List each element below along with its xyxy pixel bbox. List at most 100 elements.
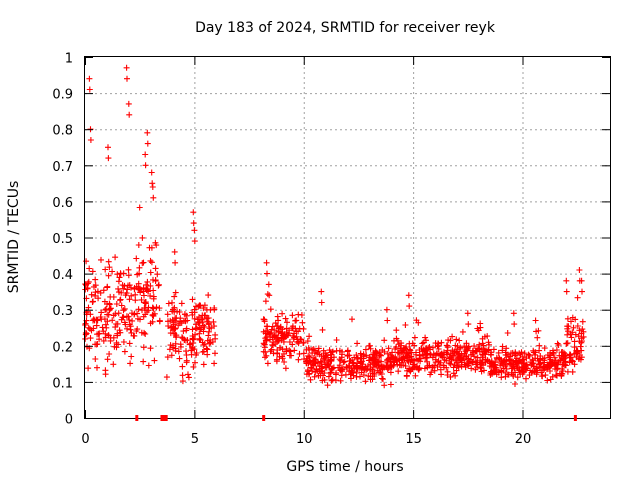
- data-point: [163, 374, 170, 381]
- data-point: [282, 365, 289, 372]
- data-point: [138, 296, 145, 303]
- data-point: [191, 238, 198, 245]
- data-point: [264, 270, 270, 277]
- axis-marker: [160, 415, 168, 421]
- data-point: [268, 326, 275, 333]
- data-point: [464, 310, 471, 317]
- data-point: [263, 352, 270, 359]
- data-point: [579, 318, 586, 325]
- data-point: [144, 140, 151, 147]
- data-point: [165, 323, 172, 329]
- data-point: [421, 365, 428, 372]
- data-point: [179, 363, 186, 370]
- data-point: [392, 345, 399, 352]
- data-point: [86, 265, 93, 272]
- data-point: [482, 351, 489, 358]
- data-point: [150, 312, 157, 319]
- data-point: [438, 339, 445, 346]
- data-point: [349, 316, 355, 323]
- data-point: [333, 337, 340, 343]
- data-point: [112, 324, 119, 331]
- data-point: [387, 381, 394, 388]
- data-point: [303, 358, 310, 365]
- data-point: [526, 372, 533, 379]
- data-point: [129, 317, 136, 324]
- data-point: [531, 368, 538, 375]
- data-point: [147, 269, 154, 276]
- data-point: [293, 328, 300, 335]
- data-point: [353, 365, 360, 371]
- data-point: [328, 377, 335, 384]
- data-point: [89, 268, 96, 275]
- data-point: [289, 323, 296, 330]
- data-point: [134, 310, 141, 317]
- data-point: [115, 285, 122, 292]
- data-point: [205, 292, 212, 299]
- x-axis-label: GPS time / hours: [286, 459, 403, 475]
- data-point: [554, 365, 561, 372]
- data-point: [126, 111, 133, 118]
- data-point: [523, 375, 529, 382]
- data-point: [316, 351, 323, 358]
- data-point: [145, 362, 152, 369]
- data-point: [372, 350, 378, 356]
- data-point: [509, 365, 516, 372]
- data-point: [113, 321, 120, 327]
- data-point: [124, 286, 131, 293]
- data-point: [437, 351, 444, 358]
- data-point: [102, 321, 109, 328]
- data-point: [363, 352, 370, 359]
- data-point: [546, 354, 553, 361]
- data-point: [468, 365, 475, 372]
- data-point: [175, 348, 182, 355]
- data-point: [409, 340, 416, 347]
- data-point: [533, 328, 540, 335]
- data-point: [185, 374, 192, 381]
- data-point: [260, 328, 267, 335]
- data-point: [107, 305, 114, 312]
- data-point: [452, 357, 459, 364]
- data-point: [381, 337, 388, 344]
- data-point: [205, 332, 212, 339]
- data-point: [149, 184, 156, 190]
- data-point: [212, 350, 218, 357]
- data-point: [88, 291, 95, 298]
- data-point: [117, 296, 124, 303]
- data-point: [137, 289, 144, 296]
- data-point: [196, 335, 203, 342]
- data-point: [457, 344, 464, 351]
- data-point: [557, 357, 564, 364]
- axis-marker: [135, 415, 139, 421]
- data-point: [574, 323, 581, 329]
- data-point: [576, 267, 583, 273]
- data-point: [508, 350, 514, 357]
- data-point: [273, 356, 280, 363]
- data-point: [147, 257, 154, 264]
- data-point: [189, 296, 196, 303]
- data-point: [98, 309, 105, 316]
- data-point: [123, 313, 130, 320]
- data-point: [547, 368, 553, 374]
- data-point: [179, 372, 186, 379]
- data-point: [263, 259, 270, 266]
- data-point: [102, 371, 109, 378]
- data-point: [485, 339, 492, 346]
- data-point: [124, 75, 130, 82]
- data-point: [207, 336, 214, 343]
- data-point: [120, 270, 127, 277]
- data-point: [183, 352, 190, 358]
- data-point: [419, 351, 426, 358]
- data-point: [206, 340, 213, 347]
- data-point: [330, 364, 337, 371]
- data-point: [499, 343, 506, 350]
- y-axis-label: SRMTID / TECUs: [6, 181, 22, 294]
- data-point: [102, 266, 109, 273]
- axis-markers: [135, 415, 577, 421]
- data-point: [113, 301, 120, 307]
- data-point: [419, 340, 426, 347]
- data-point: [385, 345, 392, 352]
- y-tick-label: 0.8: [52, 124, 73, 139]
- data-point: [354, 359, 361, 366]
- data-point: [503, 366, 510, 372]
- data-point: [299, 319, 306, 326]
